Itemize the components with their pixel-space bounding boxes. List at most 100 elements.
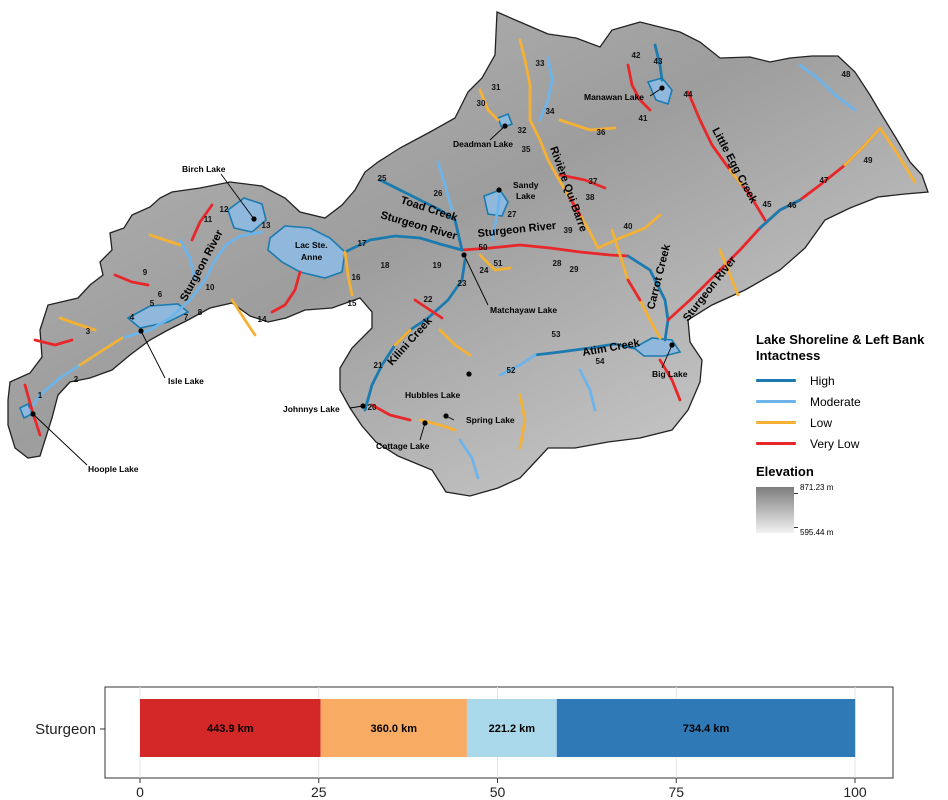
segment-number: 45 [763, 200, 772, 209]
label-johnnys-lake: Johnnys Lake [283, 404, 340, 414]
segment-number: 25 [378, 174, 387, 183]
bar-segment [140, 699, 321, 757]
elevation-max-label: 871.23 m [800, 483, 834, 492]
sturgeon-river-west [28, 230, 264, 412]
lac-ste-anne [267, 225, 346, 279]
segment-number: 40 [624, 222, 633, 231]
segment-number: 48 [842, 70, 851, 79]
x-tick-label: 25 [311, 784, 327, 800]
legend-swatch [756, 400, 796, 403]
big-lake-shape [632, 337, 682, 357]
elevation-gradient [756, 487, 794, 533]
segment-number: 35 [522, 145, 531, 154]
carrot-creek-low-red [626, 278, 642, 302]
segment-number: 32 [518, 126, 527, 135]
segment-number: 53 [552, 330, 561, 339]
x-tick-label: 100 [843, 784, 867, 800]
segment-number: 49 [864, 156, 873, 165]
bar-segment [556, 699, 856, 757]
riviere-qui-barre-red [568, 196, 582, 217]
segment-number: 5 [150, 299, 155, 308]
segment-number: 7 [184, 313, 189, 322]
sturgeon-river-east [626, 254, 670, 342]
legend-swatch [756, 442, 796, 445]
sturgeon-river-east-red [460, 243, 630, 258]
label-hubbles-lake: Hubbles Lake [405, 390, 461, 400]
segment-number: 50 [479, 243, 488, 252]
legend-label: Very Low [810, 436, 860, 451]
segment-number: 28 [553, 259, 562, 268]
elevation-scale: 871.23 m 595.44 m [756, 483, 946, 545]
bar-value-labels: 443.9 km 360.0 km 221.2 km 734.4 km [207, 723, 729, 735]
little-egg-low [728, 168, 744, 187]
segment-number: 12 [220, 205, 229, 214]
segment-number: 15 [348, 299, 357, 308]
bar-segment [466, 699, 557, 757]
legend-swatch [756, 421, 796, 424]
segment-number: 4 [130, 313, 135, 322]
category-label: Sturgeon [35, 721, 96, 738]
label-sandy-1: Sandy [513, 180, 539, 190]
bar-value-label: 443.9 km [207, 723, 254, 735]
segment-number: 21 [374, 361, 383, 370]
label-big-lake: Big Lake [652, 369, 688, 379]
bar-value-label: 221.2 km [489, 723, 536, 735]
segment-number: 38 [586, 193, 595, 202]
atim-creek-moderate [498, 353, 537, 377]
elevation-max-tick [794, 493, 798, 494]
segment-number: 2 [74, 375, 79, 384]
segment-number: 43 [654, 57, 663, 66]
watershed-boundary [7, 11, 929, 497]
toad-creek [378, 178, 464, 252]
x-axis-ticks: 0 25 50 75 100 [136, 778, 867, 800]
legend-label: Low [810, 415, 833, 430]
sturgeon-river-mid [343, 234, 464, 254]
watershed-map: Birch Lake Lac Ste. Anne Isle Lake Hoopl… [7, 11, 929, 497]
segment-number: 11 [204, 215, 213, 224]
label-manawan-lake: Manawan Lake [584, 92, 644, 102]
intactness-bar-chart: 443.9 km 360.0 km 221.2 km 734.4 km 0 25 50 75… [35, 686, 894, 800]
sturgeon-river-ne-low [843, 126, 917, 184]
segment-number: 30 [477, 99, 486, 108]
segment-number: 42 [632, 51, 641, 60]
deadman-lake-shape [496, 112, 514, 130]
segment-number: 36 [597, 128, 606, 137]
birch-lake-shape [227, 197, 267, 233]
segment-number: 17 [358, 239, 367, 248]
legend: Lake Shoreline & Left Bank Intactness Hi… [756, 332, 946, 545]
segment-number: 14 [258, 315, 267, 324]
legend-item-very-low: Very Low [756, 433, 946, 454]
label-spring-lake: Spring Lake [466, 415, 515, 425]
segment-number: 44 [684, 90, 693, 99]
segment-number: 29 [570, 265, 579, 274]
label-isle-lake: Isle Lake [168, 376, 204, 386]
segment-number: 34 [546, 107, 555, 116]
segment-number: 41 [639, 114, 648, 123]
bar-value-label: 360.0 km [371, 723, 418, 735]
segment-number: 23 [458, 279, 467, 288]
elevation-title: Elevation [756, 464, 814, 479]
segment-number: 31 [492, 83, 501, 92]
label-deadman-lake: Deadman Lake [453, 139, 513, 149]
label-sandy-2: Lake [516, 191, 536, 201]
segment-number: 1 [38, 391, 43, 400]
leader-lines [32, 87, 673, 466]
label-lac-ste-anne-2: Anne [301, 252, 323, 262]
atim-creek [533, 342, 636, 357]
x-tick-label: 0 [136, 784, 144, 800]
segment-number: 22 [424, 295, 433, 304]
segment-number: 51 [494, 259, 503, 268]
kilini-creek-low [393, 328, 412, 347]
segment-number: 27 [508, 210, 517, 219]
segment-number: 20 [368, 403, 377, 412]
segment-number: 37 [589, 177, 598, 186]
label-cottage-lake: Cottage Lake [376, 441, 430, 451]
segment-number: 19 [433, 261, 442, 270]
segment-number: 13 [262, 221, 271, 230]
sturgeon-river-west-low [78, 336, 124, 367]
segment-number: 18 [381, 261, 390, 270]
manawan-lake-shape [646, 77, 673, 106]
segment-number: 46 [788, 201, 797, 210]
label-hoople-lake: Hoople Lake [88, 464, 139, 474]
